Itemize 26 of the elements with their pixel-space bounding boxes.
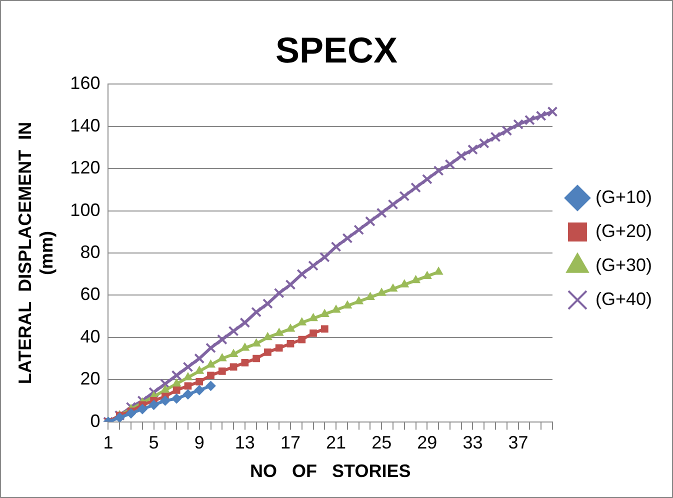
y-tick-label: 80 <box>80 242 100 262</box>
y-tick-label: 60 <box>80 284 100 304</box>
x-tick-label: 25 <box>372 432 392 453</box>
x-tick-label: 13 <box>234 432 255 453</box>
x-tick-label: 1 <box>103 432 114 453</box>
x-tick-label: 29 <box>417 432 438 453</box>
x-axis-title: NO OF STORIES <box>250 461 411 482</box>
y-tick-label: 160 <box>70 73 100 94</box>
y-tick-label: 140 <box>70 115 100 136</box>
chart-title: SPECX <box>275 30 398 71</box>
x-tick-label: 37 <box>508 432 528 453</box>
y-tick-label: 100 <box>70 200 100 220</box>
y-tick-label: 20 <box>80 368 100 389</box>
x-tick-label: 5 <box>148 432 159 453</box>
y-tick-label: 120 <box>70 158 100 178</box>
y-tick-label: 40 <box>80 326 100 346</box>
y-tick-label: 0 <box>90 410 100 431</box>
y-axis-title: LATERAL DISPLACEMENT IN (mm) <box>14 122 56 384</box>
legend-label: (G+10) <box>595 186 652 207</box>
x-tick-label: 33 <box>462 432 483 453</box>
legend-label: (G+40) <box>595 288 652 309</box>
legend-label: (G+20) <box>595 220 652 241</box>
legend-label: (G+30) <box>595 254 652 275</box>
x-tick-label: 21 <box>326 432 346 453</box>
x-tick-label: 9 <box>194 432 204 453</box>
x-tick-label: 17 <box>280 432 300 453</box>
